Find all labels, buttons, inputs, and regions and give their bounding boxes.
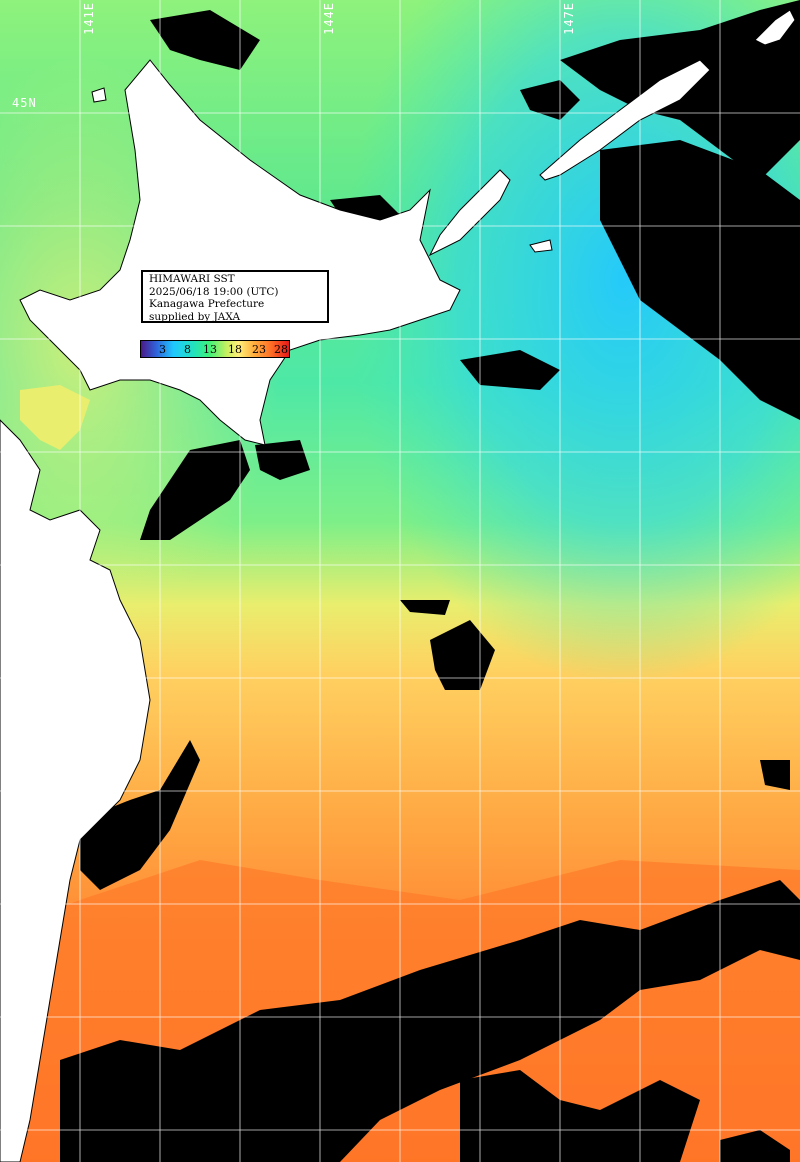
kunashiri-island bbox=[428, 169, 511, 257]
etorofu-island bbox=[539, 59, 711, 181]
color-scale-legend: 3 8 13 18 23 28 bbox=[140, 340, 290, 358]
urup-island bbox=[754, 9, 796, 46]
legend-tick: 18 bbox=[228, 343, 242, 356]
small-island bbox=[91, 87, 107, 103]
longitude-label-141e: 141E bbox=[82, 2, 96, 35]
info-region: Kanagawa Prefecture bbox=[149, 298, 265, 310]
legend-tick: 13 bbox=[203, 343, 217, 356]
legend-tick: 3 bbox=[159, 343, 166, 356]
info-title: HIMAWARI SST bbox=[149, 273, 235, 285]
latitude-label-45n: 45N bbox=[12, 96, 37, 110]
longitude-label-147e: 147E bbox=[562, 2, 576, 35]
info-timestamp: 2025/06/18 19:00 (UTC) bbox=[149, 285, 279, 298]
info-box: HIMAWARI SST 2025/06/18 19:00 (UTC) Kana… bbox=[141, 270, 329, 323]
legend-tick: 8 bbox=[184, 343, 191, 356]
legend-tick: 28 bbox=[274, 343, 288, 356]
longitude-label-144e: 144E bbox=[322, 2, 336, 35]
info-credit: supplied by JAXA bbox=[149, 310, 241, 323]
oshima-peninsula bbox=[20, 385, 90, 450]
small-island bbox=[529, 239, 553, 253]
legend-tick: 23 bbox=[252, 343, 266, 356]
